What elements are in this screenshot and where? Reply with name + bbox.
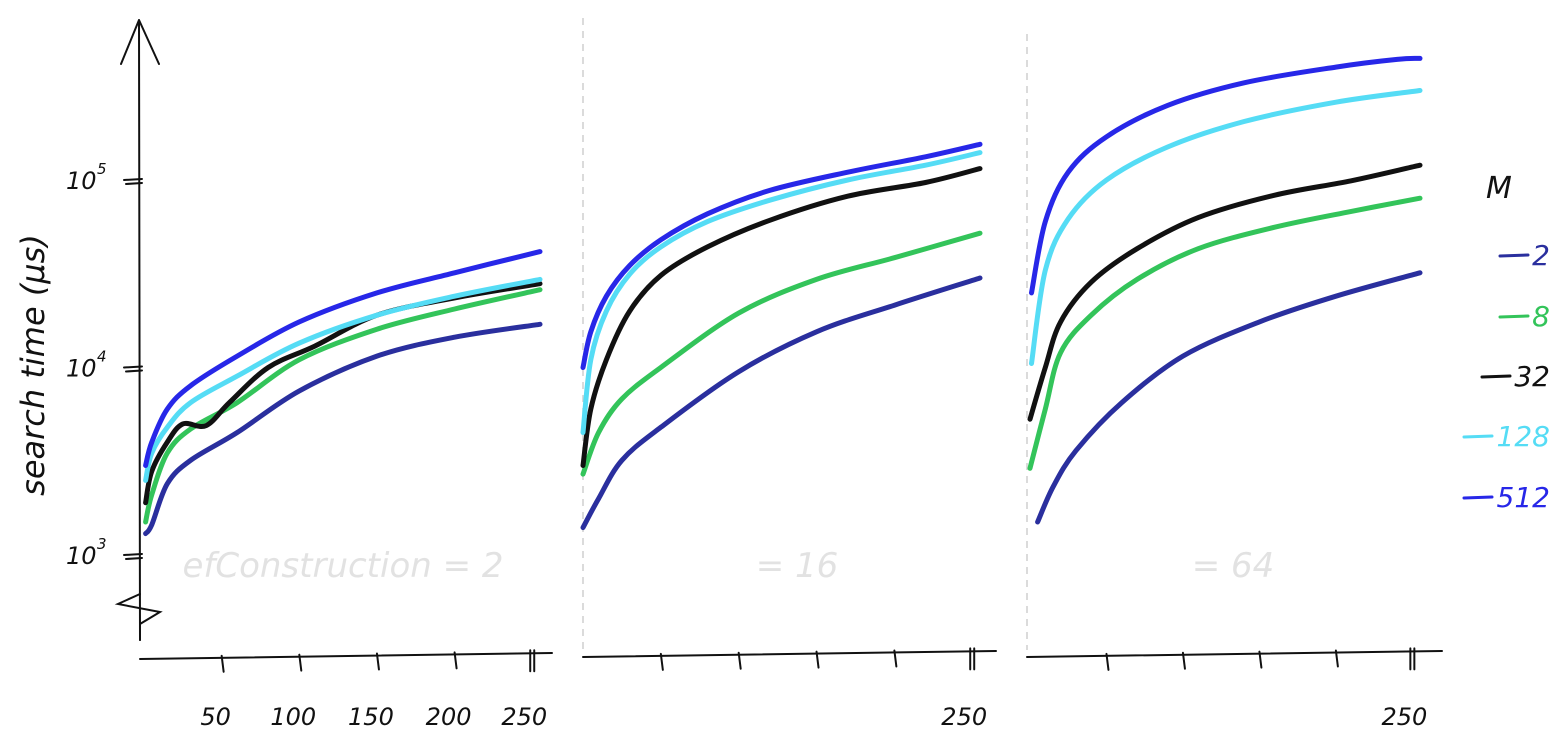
panel-label: efConstruction = 2 <box>182 546 503 586</box>
legend-swatch <box>1498 253 1530 258</box>
series-line-M128 <box>143 276 543 483</box>
y-axis-line <box>120 19 160 641</box>
panels: efConstruction = 250 100 150 200 250= 16250=… <box>139 55 1443 731</box>
y-tick-mark <box>123 553 143 560</box>
y-tick-label: 10 <box>66 542 97 570</box>
legend-entries: 2 8 32 128 512 <box>1462 239 1550 514</box>
x-tick-label: 200 <box>426 703 472 731</box>
x-tick-mark <box>375 652 380 671</box>
series-line-M8 <box>580 230 983 477</box>
y-tick-exponent: 4 <box>97 348 107 366</box>
x-tick-label: 50 <box>200 703 231 731</box>
panel-label: = 16 <box>756 546 839 586</box>
x-tick-mark <box>453 651 458 670</box>
x-tick-mark <box>1105 652 1110 671</box>
legend-swatch <box>1498 314 1530 319</box>
y-tick-mark <box>123 365 143 373</box>
legend-swatch <box>1462 495 1494 500</box>
y-axis-break-icon <box>114 593 163 641</box>
legend-label-512: 512 <box>1497 481 1550 514</box>
legend-label-32: 32 <box>1514 360 1550 393</box>
x-tick-mark <box>1258 650 1263 669</box>
series-line-M512 <box>1029 55 1423 296</box>
series-line-M2 <box>580 275 983 531</box>
x-axis-line <box>582 650 997 658</box>
series-line-M128 <box>580 150 983 435</box>
x-tick-mark <box>220 654 225 673</box>
series-line-M32 <box>580 166 983 468</box>
panel-label: = 64 <box>1192 546 1275 586</box>
y-tick-label: 10 <box>66 167 97 195</box>
x-tick-mark <box>893 649 898 668</box>
x-tick-label: 250 <box>941 703 987 731</box>
x-tick-mark <box>298 653 303 672</box>
legend: M 2 8 32 128 512 <box>1462 171 1550 514</box>
x-tick-label: 250 <box>1381 703 1427 731</box>
x-tick-mark <box>1409 647 1416 671</box>
x-tick-mark <box>1181 651 1186 670</box>
series-line-M512 <box>580 141 983 370</box>
panel-1: efConstruction = 2 50 100 150 200 250 <box>139 249 553 731</box>
legend-swatch <box>1462 434 1494 439</box>
x-tick-label: 100 <box>270 703 316 731</box>
x-tick-mark <box>815 650 820 669</box>
series-line-M2 <box>143 321 543 537</box>
series-line-M2 <box>1035 270 1423 525</box>
x-tick-mark <box>659 652 664 671</box>
x-tick-mark <box>969 647 976 671</box>
x-axis-line <box>139 652 553 660</box>
legend-title: M <box>1486 171 1512 206</box>
series-line-M8 <box>143 287 543 525</box>
panel-3: = 64 250 <box>1026 55 1443 731</box>
y-tick-mark <box>123 178 143 185</box>
panel-2: = 16 250 <box>580 141 997 731</box>
x-tick-mark <box>1334 649 1339 668</box>
x-tick-mark <box>529 649 536 673</box>
x-tick-mark <box>737 651 742 670</box>
y-tick-exponent: 5 <box>97 160 107 178</box>
y-tick-exponent: 3 <box>97 535 107 553</box>
series-line-M512 <box>143 249 543 468</box>
legend-label-128: 128 <box>1497 420 1550 453</box>
x-tick-label: 250 <box>501 703 547 731</box>
x-tick-label: 150 <box>348 703 394 731</box>
legend-label-2: 2 <box>1532 239 1550 272</box>
series-line-M32 <box>1027 162 1423 422</box>
legend-label-8: 8 <box>1532 300 1550 333</box>
series-line-M128 <box>1029 88 1423 366</box>
y-tick-label: 10 <box>66 355 97 383</box>
y-axis-label: search time (μs) <box>14 234 52 496</box>
x-axis-line <box>1026 650 1443 658</box>
legend-swatch <box>1480 374 1512 379</box>
series-line-M8 <box>1027 195 1423 471</box>
